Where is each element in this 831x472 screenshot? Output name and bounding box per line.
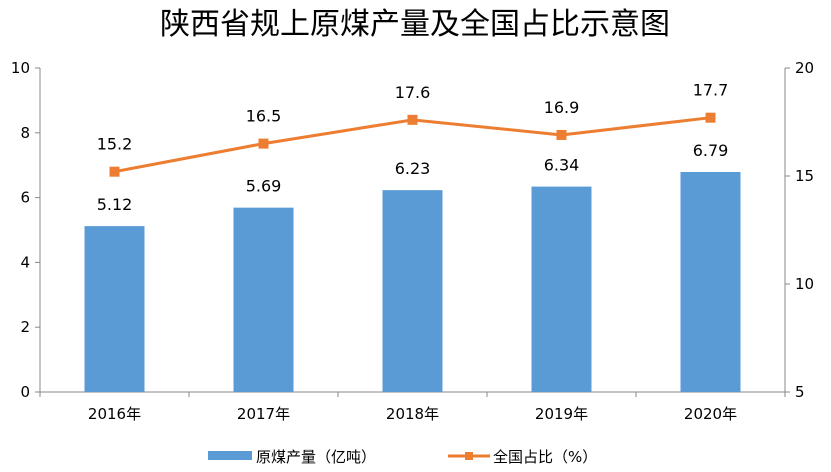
- bar-data-label: 6.23: [395, 159, 431, 178]
- x-tick-label: 2020年: [684, 405, 737, 423]
- legend-bar-swatch: [208, 451, 252, 460]
- x-tick-label: 2016年: [88, 405, 141, 423]
- right-tick-label: 15: [795, 167, 814, 185]
- line-marker: [556, 129, 567, 140]
- line-data-label: 16.5: [246, 107, 282, 126]
- legend-bar-label: 原煤产量（亿吨）: [256, 448, 376, 466]
- bar: [233, 207, 294, 392]
- left-tick-label: 10: [11, 59, 30, 77]
- line-data-label: 17.6: [395, 83, 431, 102]
- bar-data-label: 5.12: [97, 195, 133, 214]
- left-tick-label: 4: [20, 253, 30, 271]
- x-tick-label: 2019年: [535, 405, 588, 423]
- bar-data-label: 6.79: [693, 141, 729, 160]
- bar-data-label: 6.34: [544, 156, 580, 175]
- bar: [84, 226, 145, 392]
- line-marker: [407, 114, 418, 125]
- left-tick-label: 8: [20, 124, 30, 142]
- right-tick-label: 5: [795, 383, 805, 401]
- line-data-label: 17.7: [693, 81, 729, 100]
- line-marker: [258, 138, 269, 149]
- bar: [382, 190, 443, 392]
- left-tick-label: 0: [20, 383, 30, 401]
- line-marker: [705, 112, 716, 123]
- line-data-label: 16.9: [544, 98, 580, 117]
- right-tick-label: 10: [795, 275, 814, 293]
- line-marker: [109, 166, 120, 177]
- left-tick-label: 6: [20, 189, 30, 207]
- right-tick-label: 20: [795, 59, 814, 77]
- line-data-label: 15.2: [97, 135, 133, 154]
- legend-line-label: 全国占比（%）: [493, 448, 597, 466]
- bar: [531, 186, 592, 392]
- bar: [680, 172, 741, 392]
- x-tick-label: 2017年: [237, 405, 290, 423]
- legend-line-marker: [465, 452, 473, 460]
- left-tick-label: 2: [20, 318, 30, 336]
- chart-title: 陕西省规上原煤产量及全国占比示意图: [160, 7, 670, 42]
- bar-data-label: 5.69: [246, 177, 282, 196]
- x-tick-label: 2018年: [386, 405, 439, 423]
